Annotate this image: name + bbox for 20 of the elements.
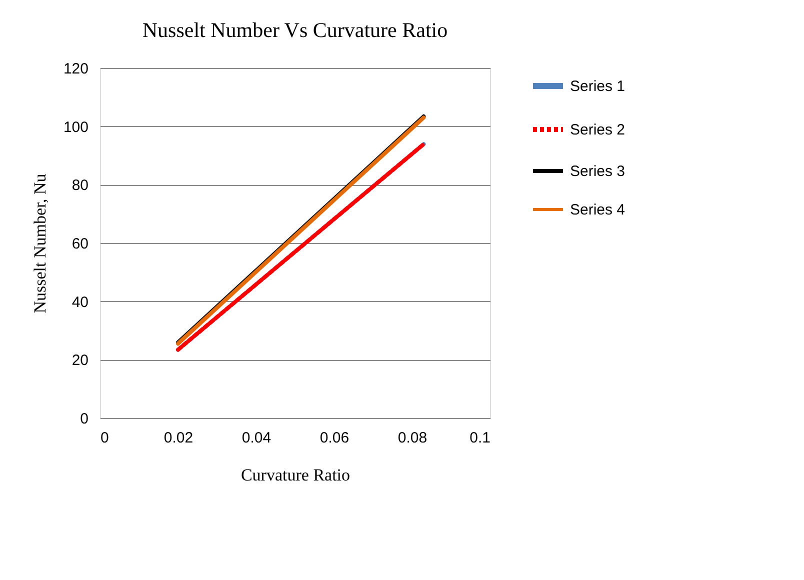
- x-tick-label: 0.08: [398, 430, 428, 446]
- y-tick-label: 100: [63, 118, 88, 136]
- y-tick-label: 80: [72, 177, 88, 194]
- x-tick-label: 0: [100, 430, 109, 446]
- x-tick-label: 0.04: [242, 430, 272, 446]
- x-tick-label: 0.1: [470, 430, 490, 446]
- x-tick-label: 0.02: [164, 430, 194, 446]
- y-tick-label: 40: [72, 294, 88, 311]
- legend-label: Series 3: [570, 163, 626, 180]
- y-tick-label: 120: [63, 60, 88, 78]
- x-axis-title: Curvature Ratio: [240, 466, 350, 484]
- legend-label: Series 2: [570, 122, 626, 138]
- legend-label: Series 1: [570, 78, 626, 95]
- y-tick-label: 60: [72, 236, 88, 252]
- y-axis-title: Nusselt Number, Nu: [30, 173, 50, 314]
- y-tick-label: 20: [72, 352, 88, 370]
- chart-title: Nusselt Number Vs Curvature Ratio: [142, 18, 448, 42]
- legend-label: Series 4: [570, 202, 626, 218]
- x-tick-label: 0.06: [320, 430, 350, 446]
- y-tick-label: 0: [80, 410, 88, 428]
